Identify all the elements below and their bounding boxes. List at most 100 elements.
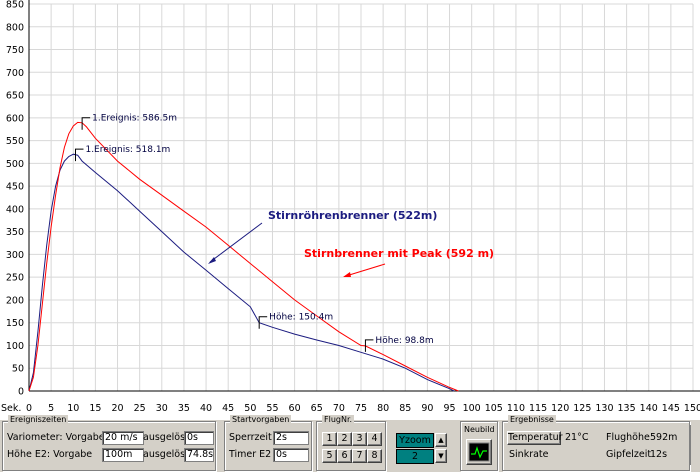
chart-grid (28, 0, 700, 392)
startvorgaben-title: Startvorgaben (230, 415, 292, 424)
annotation-label: Höhe: 150.4m (269, 313, 333, 323)
x-tick-label: 80 (377, 403, 389, 414)
neubild-label: Neubild (464, 425, 495, 434)
chart-series (28, 121, 459, 392)
y-tick-label: 850 (6, 0, 24, 11)
neubild-button[interactable] (466, 439, 492, 465)
yzoom-value[interactable]: 2 (396, 449, 434, 464)
legend-arrow-blue (209, 222, 263, 263)
flight-7-button[interactable]: 7 (352, 449, 367, 463)
x-tick-label: 70 (333, 403, 345, 414)
flight-2-button[interactable]: 2 (337, 432, 352, 446)
flight-5-button[interactable]: 5 (322, 449, 337, 463)
x-tick-label: 90 (421, 403, 433, 414)
variometer-ausgeloest-label: ausgelöst (143, 432, 189, 443)
y-tick-label: 0 (18, 387, 24, 398)
x-tick-label: 40 (200, 403, 212, 414)
x-tick-label: 135 (618, 403, 636, 414)
x-tick-label: 150 (684, 403, 700, 414)
timer-e2-label: Timer E2 (229, 449, 272, 460)
y-tick-label: 600 (6, 113, 24, 124)
legend-arrowhead-blue (208, 257, 216, 264)
annotation-marker (74, 148, 84, 162)
hoehe-e2-vorgabe-field[interactable]: 100m (102, 448, 144, 462)
flight-4-button[interactable]: 4 (367, 432, 382, 446)
annotation-marker (364, 339, 374, 352)
temperatur-button[interactable]: Temperatur (507, 431, 563, 445)
flughoehe-label: Flughöhe (606, 432, 650, 443)
legend-arrowhead-red (343, 272, 351, 277)
variometer-label: Variometer: Vorgabe (7, 432, 105, 443)
y-tick-label: 150 (6, 318, 24, 329)
x-tick-label: 120 (551, 403, 569, 414)
yzoom-label: Yzoom (396, 433, 434, 448)
x-tick-label: 130 (595, 403, 613, 414)
series-line-1 (28, 153, 455, 392)
chart-annotations: 1.Ereignis: 586.5m 1.Ereignis: 518.1m Höhe… (74, 114, 434, 352)
x-tick-label: 15 (89, 403, 101, 414)
y-tick-label: 200 (6, 295, 24, 306)
y-tick-label: 50 (12, 364, 24, 375)
x-axis-unit: Sek. (1, 403, 21, 414)
x-tick-label: 25 (134, 403, 146, 414)
yzoom-up-button[interactable]: ▲ (435, 433, 447, 447)
x-tick-label: 45 (222, 403, 234, 414)
startvorgaben-group: Startvorgaben Sperrzeit 2s Timer E2 0s (224, 415, 312, 471)
legend-series-1: Stirnröhrenbrenner (522m) (268, 209, 437, 222)
annotation-label: 1.Ereignis: 586.5m (92, 114, 177, 124)
x-tick-label: 10 (67, 403, 79, 414)
hoehe-e2-ausgeloest-label: ausgelöst (143, 449, 189, 460)
y-tick-label: 450 (6, 182, 24, 193)
x-tick-label: 35 (178, 403, 190, 414)
annotation-marker (81, 117, 91, 130)
chart-background (0, 0, 700, 420)
gipfelzeit-label: Gipfelzeit (606, 449, 652, 460)
hoehe-e2-ausgeloest-field: 74.8s (184, 448, 214, 462)
flight-1-button[interactable]: 1 (322, 432, 337, 446)
y-tick-label: 750 (6, 45, 24, 56)
legend-arrow-red (345, 263, 386, 277)
legend-series-2: Stirnbrenner mit Peak (592 m) (304, 247, 494, 260)
y-tick-label: 550 (6, 136, 24, 147)
y-tick-labels: 0 50 100 150 200 250 300 350 400 450 500 550 600 650 7… (6, 0, 24, 398)
x-tick-label: 100 (463, 403, 481, 414)
x-tick-label: 30 (156, 403, 168, 414)
flight-8-button[interactable]: 8 (367, 449, 382, 463)
timer-e2-field[interactable]: 0s (273, 448, 309, 462)
variometer-ausgeloest-field: 0s (184, 431, 214, 445)
yzoom-control: Yzoom 2 ▲ ▼ (394, 421, 450, 469)
yzoom-down-button[interactable]: ▼ (435, 449, 447, 463)
x-tick-label: 75 (355, 403, 367, 414)
ereigniszeiten-group: Ereigniszeiten Variometer: Vorgabe 20 m/… (2, 415, 216, 471)
gipfelzeit-value: 12s (650, 449, 668, 460)
y-tick-label: 500 (6, 159, 24, 170)
y-tick-label: 100 (6, 341, 24, 352)
x-tick-labels: 0 5 10 15 20 25 30 35 40 45 50 55 60 65 70 75 80 85 90 95 10… (26, 403, 700, 414)
variometer-vorgabe-field[interactable]: 20 m/s (102, 431, 144, 445)
x-tick-label: 105 (485, 403, 503, 414)
x-tick-label: 60 (289, 403, 301, 414)
flight-6-button[interactable]: 6 (337, 449, 352, 463)
sperrzeit-field[interactable]: 2s (273, 431, 309, 445)
x-tick-label: 50 (244, 403, 256, 414)
x-tick-label: 55 (266, 403, 278, 414)
x-tick-label: 125 (573, 403, 591, 414)
x-tick-label: 145 (662, 403, 680, 414)
flight-3-button[interactable]: 3 (352, 432, 367, 446)
y-tick-label: 700 (6, 68, 24, 79)
x-tick-label: 0 (26, 403, 32, 414)
neubild-group: Neubild (460, 421, 498, 471)
y-tick-label: 300 (6, 250, 24, 261)
flugnr-group: FlugNr. 1 2 3 4 5 6 7 8 (316, 415, 386, 471)
ergebnisse-title: Ergebnisse (508, 415, 556, 424)
right-scrollbar[interactable] (690, 425, 700, 465)
y-tick-label: 650 (6, 91, 24, 102)
y-tick-label: 350 (6, 227, 24, 238)
x-tick-label: 110 (507, 403, 525, 414)
flight-chart: 0501001502002503003504004505005506006507… (0, 0, 700, 420)
chart-legends: Stirnröhrenbrenner (522m) Stirnbrenner m… (208, 209, 494, 277)
hoehe-e2-label: Höhe E2: Vorgabe (7, 449, 93, 460)
x-tick-label: 65 (311, 403, 323, 414)
oscilloscope-icon (468, 442, 490, 462)
sinkrate-label: Sinkrate (509, 449, 549, 460)
